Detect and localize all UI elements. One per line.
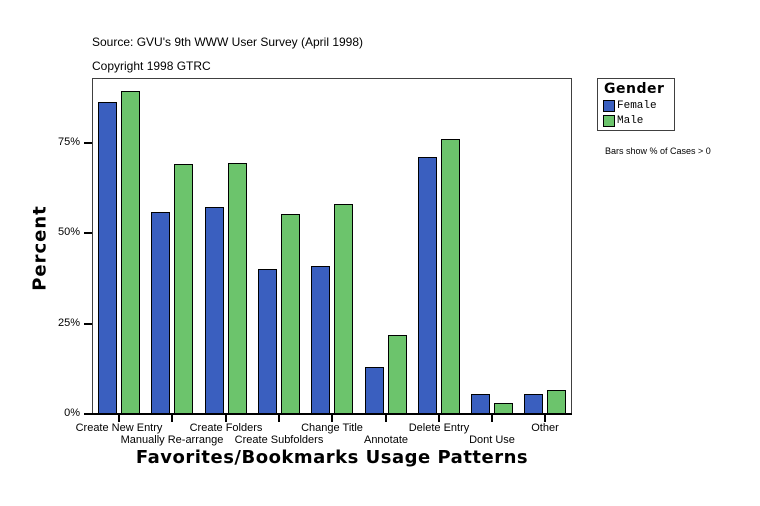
male-swatch-icon xyxy=(603,115,615,127)
legend-label-female: Female xyxy=(617,100,657,112)
bar-male xyxy=(547,390,566,414)
y-tick-label: 25% xyxy=(57,317,80,329)
legend-label-male: Male xyxy=(617,115,644,127)
x-tick xyxy=(118,414,120,422)
y-tick xyxy=(84,323,92,325)
bar-female xyxy=(205,207,224,414)
bar-female xyxy=(524,394,543,414)
x-axis-line xyxy=(84,413,572,415)
x-tick xyxy=(331,414,333,422)
x-tick-label: Manually Re-arrange xyxy=(120,434,224,446)
x-tick xyxy=(385,414,387,422)
bar-male xyxy=(388,335,407,414)
x-tick-label: Annotate xyxy=(363,434,409,446)
y-tick xyxy=(84,232,92,234)
source-text: Source: GVU's 9th WWW User Survey (April… xyxy=(92,35,364,49)
copyright-text: Copyright 1998 GTRC xyxy=(92,59,211,73)
female-swatch-icon xyxy=(603,100,615,112)
bar-female xyxy=(98,102,117,414)
bar-female xyxy=(471,394,490,414)
legend: Gender Female Male xyxy=(597,78,675,131)
x-tick xyxy=(225,414,227,422)
x-tick-label: Create Folders xyxy=(189,422,263,434)
x-tick-label: Other xyxy=(531,422,559,434)
x-tick xyxy=(171,414,173,422)
x-tick xyxy=(544,414,546,422)
bar-female xyxy=(365,367,384,414)
x-tick-label: Change Title xyxy=(301,422,363,434)
x-tick-label: Delete Entry xyxy=(408,422,470,434)
y-tick xyxy=(84,142,92,144)
x-tick-label: Create New Entry xyxy=(75,422,163,434)
x-tick xyxy=(491,414,493,422)
x-tick xyxy=(438,414,440,422)
bar-male xyxy=(494,403,513,414)
x-axis-title: Favorites/Bookmarks Usage Patterns xyxy=(135,447,529,468)
x-tick-label: Create Subfolders xyxy=(234,434,324,446)
bar-female xyxy=(418,157,437,414)
y-tick-label: 75% xyxy=(57,136,80,148)
plot-area xyxy=(92,78,572,414)
x-tick xyxy=(278,414,280,422)
bar-male xyxy=(121,91,140,414)
cases-note: Bars show % of Cases > 0 xyxy=(605,146,711,156)
bar-male xyxy=(441,139,460,414)
y-tick-label: 0% xyxy=(64,407,80,419)
bar-female xyxy=(258,269,277,414)
bar-male xyxy=(174,164,193,414)
legend-item-male: Male xyxy=(603,114,643,128)
y-tick-label: 50% xyxy=(57,226,80,238)
legend-title: Gender xyxy=(604,81,665,97)
x-tick-label: Dont Use xyxy=(469,434,515,446)
bar-male xyxy=(281,214,300,414)
bar-male xyxy=(334,204,353,414)
bar-female xyxy=(311,266,330,414)
y-axis-title: Percent xyxy=(29,205,51,291)
bar-male xyxy=(228,163,247,414)
bar-female xyxy=(151,212,170,414)
legend-item-female: Female xyxy=(603,99,657,113)
